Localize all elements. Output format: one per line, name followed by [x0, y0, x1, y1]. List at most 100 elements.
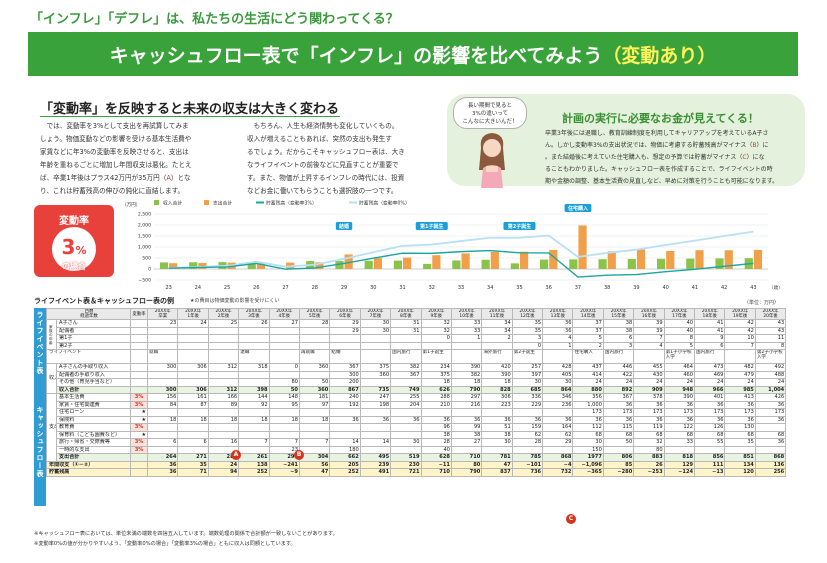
- table-cell: 36: [147, 460, 179, 469]
- y-tick-label: 500: [142, 256, 151, 262]
- table-cell: 28: [298, 319, 331, 328]
- table-cell: 428: [542, 363, 574, 372]
- rate-cell: 3%: [130, 400, 149, 409]
- elapsed-label: 13年後: [550, 314, 565, 319]
- table-cell: 39: [633, 326, 665, 335]
- x-tick-label: 36: [546, 285, 552, 291]
- bubble-line: 長い期間で見ると: [467, 103, 512, 109]
- year-label: 20XX年: [428, 309, 445, 315]
- page-top-title: 「インフレ」「デフレ」は、私たちの生活にどう関わってくる？: [30, 12, 399, 27]
- x-tick-label: 42: [721, 285, 727, 291]
- table-cell: 34: [481, 319, 513, 328]
- table-cell: 306: [177, 363, 209, 372]
- table-cell: 35: [724, 438, 756, 447]
- tip-box-title: 計画の実行に必要なお金が見えてくる！: [562, 112, 759, 125]
- table-cell: 36: [754, 415, 787, 424]
- y-tick-label: 1,500: [138, 234, 151, 240]
- table-cell: [268, 408, 300, 417]
- row-label: 基本生活費: [55, 393, 132, 402]
- year-header-cell: 20XX年 13年後: [542, 308, 574, 320]
- table-cell: 62: [511, 430, 544, 439]
- year-label: 20XX年: [762, 309, 779, 315]
- rate-cell: [130, 460, 149, 469]
- table-cell: 24: [207, 460, 240, 469]
- elapsed-label: 7年後: [369, 314, 382, 319]
- table-cell: 41: [694, 319, 726, 328]
- table-cell: [238, 334, 270, 343]
- table-cell: [147, 334, 179, 343]
- y-tick-label: 2,000: [138, 223, 151, 229]
- table-cell: 736: [511, 468, 544, 477]
- y-tick-label: 0: [148, 267, 151, 273]
- elapsed-label: 12年後: [520, 314, 535, 319]
- text-line: 収入が増えることもあれば、突然の支出も発生す: [247, 135, 392, 143]
- table-cell: 247: [359, 393, 392, 402]
- year-label: 20XX年: [215, 309, 232, 315]
- table-cell: 68: [694, 430, 726, 439]
- section-underline: [40, 116, 340, 117]
- text-line: ん。しかし変動率3%の支出状況では、物価に考慮する貯蓄残高がマイナス（B）に: [545, 140, 795, 152]
- x-tick-label: 28: [312, 285, 318, 291]
- row-label: 第2子: [55, 341, 132, 350]
- elapsed-label: 4年後: [278, 314, 291, 319]
- section-heading: 「変動率」を反映すると未来の収支は大きく変わる: [40, 102, 340, 117]
- table-cell: 446: [602, 363, 635, 372]
- cashflow-chart: 2,500 2,000 1,500 1,000 500 0 −500 （万円） 23 24 25 26…: [122, 200, 783, 291]
- table-cell: 192: [329, 400, 361, 409]
- text-fragment: ん。しかし変動率3%の支出状況では、物価に考慮する貯蓄残高がマイナス（: [545, 142, 753, 149]
- x-tick-label: 33: [458, 285, 464, 291]
- table-cell: 239: [359, 460, 392, 469]
- text-fragment: ）とな: [170, 174, 191, 182]
- table-cell: 71: [177, 468, 209, 477]
- table-cell: 26: [238, 319, 270, 328]
- table-cell: −241: [268, 460, 300, 469]
- table-cell: 38: [602, 319, 635, 328]
- row-label: その他（育児手当など）: [55, 378, 132, 387]
- table-cell: 173: [724, 408, 756, 417]
- table-cell: 10: [724, 334, 756, 343]
- table-cell: [147, 445, 179, 454]
- table-cell: 356: [572, 393, 604, 402]
- table-cell: 36: [542, 326, 574, 335]
- table-cell: [207, 341, 240, 350]
- table-cell: 868: [542, 453, 574, 462]
- row-label: 貯蓄残高: [45, 468, 132, 477]
- expense-bar: [315, 262, 324, 269]
- table-cell: 30: [511, 378, 544, 387]
- table-cell: 390: [450, 363, 483, 372]
- tip-box-text: 卒業3年後には退職し、教育訓練制度を利用してキャリアアップを考えているA子さ ん…: [545, 128, 795, 188]
- table-cell: 40: [663, 326, 696, 335]
- table-cell: 288: [420, 393, 452, 402]
- table-cell: [390, 423, 422, 432]
- x-tick-label: 41: [692, 285, 698, 291]
- table-cell: 30: [390, 438, 422, 447]
- table-cell: −365: [572, 468, 604, 477]
- table-cell: 2: [481, 334, 513, 343]
- table-cell: 721: [390, 468, 422, 477]
- table-cell: 7: [298, 438, 331, 447]
- rate-cell: ★: [130, 430, 149, 439]
- x-axis-label: （歳）: [769, 284, 783, 291]
- elapsed-label: 6年後: [339, 314, 351, 319]
- table-row: 家族の年齢 A子さん 23 24 25 26 27 28 29 30 31 32 33 34 35 36 37 3…: [46, 319, 787, 350]
- table-cell: 880: [572, 385, 604, 394]
- table-cell: 4: [633, 341, 665, 350]
- event-flag: [503, 222, 536, 230]
- expense-bar: [344, 254, 353, 269]
- year-label: 20XX年: [580, 309, 597, 315]
- table-cell: 134: [724, 460, 756, 469]
- table-unit: （単位：万円）: [744, 300, 780, 306]
- table-cell: 80: [268, 378, 300, 387]
- table-cell: 24: [602, 378, 635, 387]
- table-cell: 95: [268, 400, 300, 409]
- marker-ref-a: A: [166, 174, 171, 182]
- table-cell: 0: [268, 363, 300, 372]
- table-cell: [481, 445, 513, 454]
- year-label: 20XX年: [489, 309, 505, 315]
- table-cell: [359, 341, 392, 350]
- table-cell: 50: [268, 385, 300, 394]
- table-cell: 300: [329, 370, 361, 379]
- table-cell: 36: [663, 400, 696, 409]
- side-label-life: ライフイベント表: [34, 308, 46, 378]
- table-cell: 430: [633, 370, 665, 379]
